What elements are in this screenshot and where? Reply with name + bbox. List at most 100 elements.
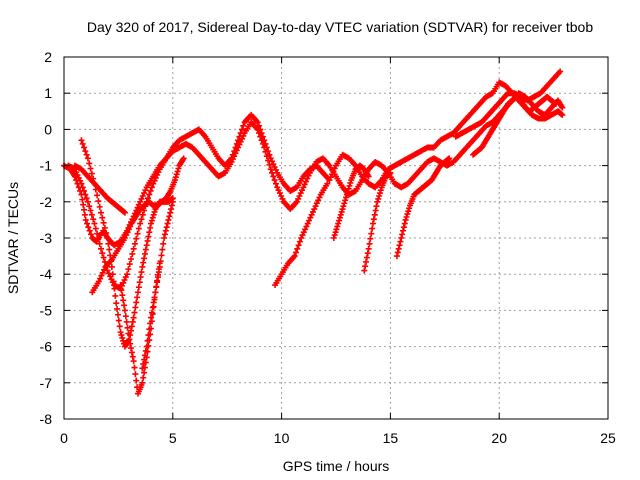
data-point xyxy=(175,165,182,172)
chart-title: Day 320 of 2017, Sidereal Day-to-day VTE… xyxy=(87,19,594,35)
data-point xyxy=(262,148,269,155)
data-point xyxy=(394,249,401,256)
data-point xyxy=(180,155,187,162)
x-tick-label: 15 xyxy=(383,430,399,446)
data-point xyxy=(345,185,352,192)
data-point xyxy=(150,299,157,306)
data-point xyxy=(116,323,123,330)
data-point xyxy=(168,202,175,209)
data-point xyxy=(79,140,86,147)
data-point xyxy=(103,229,110,236)
data-point xyxy=(108,263,115,270)
data-point xyxy=(139,379,146,386)
data-point xyxy=(400,224,407,231)
series-1 xyxy=(65,90,566,292)
data-point xyxy=(125,330,132,337)
data-point xyxy=(255,130,262,137)
data-point xyxy=(365,173,372,180)
data-point xyxy=(133,377,140,384)
data-point xyxy=(168,206,175,213)
data-point xyxy=(295,242,302,249)
data-point xyxy=(364,250,371,257)
data-point xyxy=(84,198,91,205)
data-point xyxy=(143,242,150,249)
data-point xyxy=(86,160,93,167)
data-point xyxy=(371,211,378,218)
data-point xyxy=(97,209,104,216)
data-point xyxy=(271,177,278,184)
data-point xyxy=(132,304,139,311)
data-point xyxy=(101,224,108,231)
data-point xyxy=(128,349,135,356)
data-point xyxy=(406,205,413,212)
data-point xyxy=(81,187,88,194)
y-tick-label: -3 xyxy=(40,230,53,246)
data-point xyxy=(167,209,174,216)
data-point xyxy=(92,186,99,193)
data-point xyxy=(346,182,353,189)
axis-ticks xyxy=(63,56,609,420)
data-point xyxy=(134,294,141,301)
y-tick-labels: -8 -7 -6 -5 -4 -3 -2 -1 0 1 2 xyxy=(40,49,53,427)
y-tick-label: -8 xyxy=(40,411,53,427)
y-tick-label: -4 xyxy=(40,266,53,282)
data-point xyxy=(147,187,154,194)
data-point xyxy=(90,175,97,182)
data-point xyxy=(376,190,383,197)
data-point xyxy=(153,284,160,291)
y-axis-label: SDTVAR / TECUs xyxy=(5,182,21,294)
data-point xyxy=(114,305,121,312)
x-axis-label: GPS time / hours xyxy=(283,458,390,474)
data-point xyxy=(393,253,400,260)
data-point xyxy=(81,144,88,151)
data-point xyxy=(376,193,383,200)
data-point xyxy=(370,216,377,223)
data-point xyxy=(125,266,132,273)
data-point xyxy=(171,177,178,184)
data-point xyxy=(133,299,140,306)
x-tick-labels: 0 5 10 15 20 25 xyxy=(60,430,616,446)
data-point xyxy=(160,240,167,247)
data-point xyxy=(126,261,133,268)
data-point xyxy=(151,294,158,301)
x-tick-label: 20 xyxy=(491,430,507,446)
data-point xyxy=(254,126,261,133)
series-10 xyxy=(393,155,453,260)
data-point xyxy=(121,302,128,309)
data-point xyxy=(398,235,405,241)
data-point xyxy=(148,314,155,321)
data-point xyxy=(261,144,268,151)
data-point xyxy=(151,208,158,215)
data-point xyxy=(91,180,98,187)
data-point xyxy=(343,191,350,198)
y-tick-label: -6 xyxy=(40,339,53,355)
data-point xyxy=(161,231,168,238)
data-point xyxy=(82,191,89,198)
data-point xyxy=(128,255,135,262)
data-point xyxy=(324,180,331,187)
data-point xyxy=(165,216,172,223)
data-point xyxy=(146,326,153,333)
y-tick-label: -7 xyxy=(40,375,53,391)
data-point xyxy=(258,137,265,144)
data-point xyxy=(97,245,104,252)
data-point xyxy=(402,216,409,223)
data-point xyxy=(122,313,129,320)
data-point xyxy=(331,232,338,239)
data-point xyxy=(121,209,128,216)
data-point xyxy=(124,271,131,278)
data-point xyxy=(96,203,103,210)
data-point xyxy=(114,311,121,318)
data-point xyxy=(119,292,126,299)
data-point xyxy=(106,246,113,253)
data-point xyxy=(147,320,154,327)
data-point xyxy=(291,253,298,260)
data-point xyxy=(267,166,274,173)
data-point xyxy=(131,309,138,316)
data-point xyxy=(403,214,410,221)
data-point xyxy=(117,329,124,336)
data-point xyxy=(94,192,101,199)
data-point xyxy=(265,157,272,164)
data-point xyxy=(115,317,122,324)
